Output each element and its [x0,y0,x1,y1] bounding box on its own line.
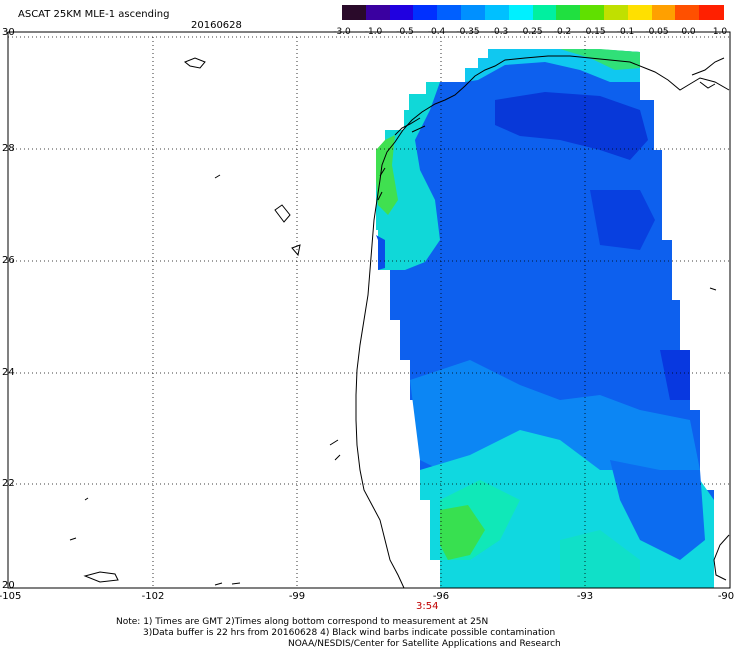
colorbar-swatch [389,5,415,20]
colorbar-swatch [342,5,367,20]
swath-west-green [376,135,398,215]
lon-label: -93 [576,591,594,602]
colorbar-swatch [699,5,724,20]
colorbar-swatch [627,5,653,20]
lat-label: 22 [2,478,15,489]
colorbar-label: -0.35 [456,27,480,37]
swath-field [376,49,714,588]
colorbar-label: 0.0 [681,27,696,37]
coastline [69,55,730,589]
lat-label: 24 [2,367,15,378]
colorbar-label: -0.05 [645,27,669,37]
lon-label: -96 [432,591,450,602]
lon-label: -102 [141,591,165,602]
lat-lon-grid [8,36,730,588]
swath-west-cyan [376,82,440,270]
note-line-3: NOAA/NESDIS/Center for Satellite Applica… [288,639,561,649]
lon-label: -99 [288,591,306,602]
chart-date: 20160628 [191,20,242,31]
colorbar-swatch [532,5,557,20]
colorbar-label: 1.0 [712,27,728,37]
lat-label: 20 [2,580,15,591]
note-line-2: 3)Data buffer is 22 hrs from 20160628 4)… [143,628,556,638]
colorbar-swatch [413,5,438,20]
map-frame [7,31,731,589]
colorbar-swatch [508,5,534,20]
colorbar-swatch [651,5,676,20]
colorbar-swatch [556,5,581,20]
colorbar-label: -0.1 [616,27,635,37]
swath-east-deep [660,350,690,400]
swath-south-aqua2 [560,530,640,588]
lat-label: 28 [2,143,15,154]
colorbar-label: -0.5 [396,27,414,37]
colorbar-swatch [580,5,605,20]
note-line-1: Note: 1) Times are GMT 2)Times along bot… [116,617,489,627]
swath-south-cyan [420,430,714,588]
swath-west-blue [376,235,385,270]
swath-core-deep [495,92,648,160]
colorbar-label: -0.2 [553,27,572,37]
colorbar-label: -3.0 [333,27,351,37]
chart-title: ASCAT 25KM MLE-1 ascending [18,9,170,20]
lon-label: -105 [0,591,22,602]
swath-south-green [440,505,485,560]
colorbar-label: -0.3 [490,27,509,37]
lon-label: -90 [717,591,735,602]
pass-time: 3:54 [416,601,439,612]
lat-label: 30 [2,27,15,38]
colorbar-swatch [461,5,486,20]
colorbar-label: -0.4 [427,27,446,37]
lat-label: 26 [2,255,15,266]
colorbar-swatch [484,5,510,20]
colorbar-label: -0.25 [519,27,543,37]
swath-core-deep2 [590,190,655,250]
colorbar-label: -1.0 [364,27,383,37]
colorbar-swatch [603,5,629,20]
colorbar-label: -0.15 [582,27,606,37]
colorbar [342,5,724,20]
colorbar-swatch [675,5,700,20]
colorbar-swatch [437,5,462,20]
colorbar-swatch [365,5,391,20]
swath-southeast-blue [610,460,705,560]
